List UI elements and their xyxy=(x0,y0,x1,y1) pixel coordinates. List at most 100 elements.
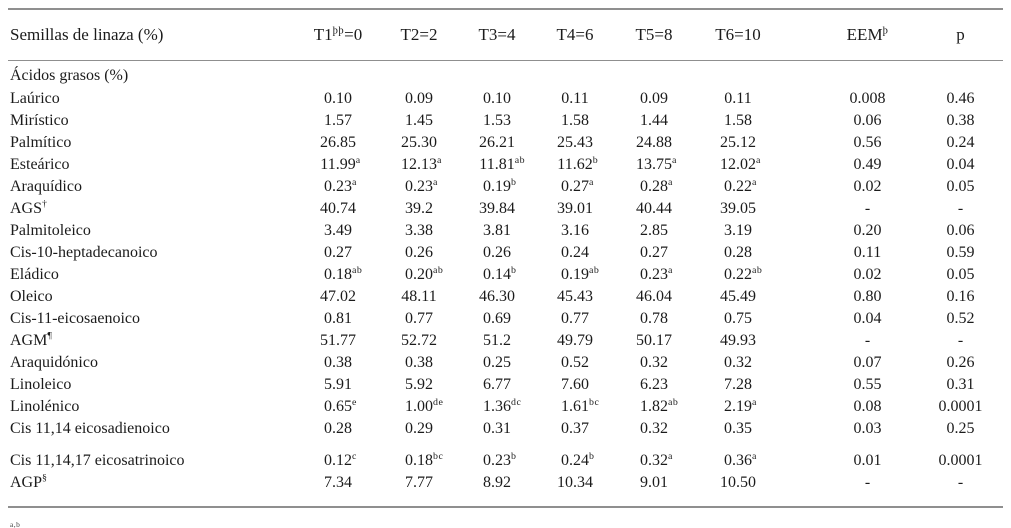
value-cell: 39.2 xyxy=(405,200,433,217)
value-cell: 0.38 xyxy=(946,112,975,129)
value-cell: 11.62b xyxy=(557,154,599,173)
value-cell: 0.32 xyxy=(640,354,668,371)
section-row: Ácidos grasos (%) xyxy=(8,61,1003,89)
value-cell: 0.05 xyxy=(946,266,975,283)
table-row: Araquidónico 0.38 0.38 0.25 0.52 0.32 0.32 0.07… xyxy=(8,352,1003,374)
value-cell: 1.36dc xyxy=(483,396,522,415)
value-cell: 0.11 xyxy=(853,244,882,261)
value-cell: 40.74 xyxy=(320,200,356,217)
value-cell: 2.19a xyxy=(724,396,757,415)
value-cell: 0.20ab xyxy=(405,264,444,283)
value-cell: 0.25 xyxy=(946,420,975,437)
row-footnote-mark: † xyxy=(42,198,48,210)
value-cell: 0.16 xyxy=(946,288,975,305)
value-cell: 3.81 xyxy=(483,222,511,239)
value-cell: 7.77 xyxy=(405,474,433,491)
row-label: Mirístico xyxy=(10,112,69,129)
value-cell: 0.12c xyxy=(324,450,357,469)
value-cell: 46.30 xyxy=(479,288,515,305)
value-cell: 0.35 xyxy=(724,420,752,437)
value-cell: 0.75 xyxy=(724,310,752,327)
value-cell: 0.27 xyxy=(324,244,352,261)
value-cell: 1.45 xyxy=(405,112,433,129)
section-label: Ácidos grasos (%) xyxy=(10,67,129,84)
column-header-t5: T5=8 xyxy=(614,9,694,61)
value-cell: 0.10 xyxy=(483,90,511,107)
value-cell: 0.07 xyxy=(853,354,882,371)
value-cell: - xyxy=(957,200,964,217)
row-footnote-mark: § xyxy=(42,472,48,484)
row-footnote-mark: ¶ xyxy=(47,330,53,342)
value-cell: 26.21 xyxy=(479,134,515,151)
row-label: Cis-11-eicosaenoico xyxy=(10,310,141,327)
table-row: Cis-10-heptadecanoico 0.27 0.26 0.26 0.24 0.2… xyxy=(8,242,1003,264)
value-cell: 0.02 xyxy=(853,178,882,195)
footnote-marks: a,b xyxy=(10,521,21,528)
table-row: Linolénico 0.65e 1.00de 1.36dc 1.61bc 1.82ab 2… xyxy=(8,396,1003,418)
value-cell: 39.01 xyxy=(557,200,593,217)
value-cell: 46.04 xyxy=(636,288,672,305)
table-row: Cis-11-eicosaenoico 0.81 0.77 0.69 0.77 0.78 0… xyxy=(8,308,1003,330)
value-cell: 24.88 xyxy=(636,134,672,151)
value-cell: 13.75a xyxy=(636,154,677,173)
value-cell: 0.32a xyxy=(640,450,673,469)
value-cell: 0.27a xyxy=(561,176,594,195)
row-label: Cis 11,14,17 eicosatrinoico xyxy=(10,452,185,469)
value-cell: 0.14b xyxy=(483,264,517,283)
value-cell: 0.80 xyxy=(853,288,882,305)
value-cell: 0.38 xyxy=(405,354,433,371)
value-cell: 1.61bc xyxy=(561,396,600,415)
row-label: Linoleico xyxy=(10,376,72,393)
value-cell: 0.04 xyxy=(853,310,882,327)
value-cell: 5.91 xyxy=(324,376,352,393)
value-cell: 0.37 xyxy=(561,420,589,437)
value-cell: 1.44 xyxy=(640,112,668,129)
table-body: Ácidos grasos (%) Laúrico 0.10 0.09 0.10 0.1… xyxy=(8,61,1003,507)
value-cell: 0.24 xyxy=(561,244,589,261)
value-cell: 45.49 xyxy=(720,288,756,305)
value-cell: 0.02 xyxy=(853,266,882,283)
row-label: Oleico xyxy=(10,288,53,305)
row-label: Esteárico xyxy=(10,156,70,173)
value-cell: 0.26 xyxy=(483,244,511,261)
table-row: Linoleico 5.91 5.92 6.77 7.60 6.23 7.28 0.55 0.3… xyxy=(8,374,1003,396)
value-cell: 1.82ab xyxy=(640,396,679,415)
value-cell: 0.24b xyxy=(561,450,595,469)
column-header-p: p xyxy=(918,9,1003,61)
row-label: Linolénico xyxy=(10,398,80,415)
value-cell: - xyxy=(864,332,871,349)
value-cell: 0.46 xyxy=(946,90,975,107)
value-cell: 8.92 xyxy=(483,474,511,491)
value-cell: 0.23a xyxy=(405,176,438,195)
value-cell: 25.43 xyxy=(557,134,593,151)
value-cell: 40.44 xyxy=(636,200,672,217)
value-cell: 1.53 xyxy=(483,112,511,129)
value-cell: 12.02a xyxy=(720,154,761,173)
header-footnote-mark: þ xyxy=(882,25,889,37)
value-cell: 0.25 xyxy=(483,354,511,371)
table-row: Laúrico 0.10 0.09 0.10 0.11 0.09 0.11 0.008 0.46 xyxy=(8,88,1003,110)
value-cell: 0.77 xyxy=(561,310,589,327)
value-cell: 0.29 xyxy=(405,420,433,437)
value-cell: 47.02 xyxy=(320,288,356,305)
table-row: Cis 11,14 eicosadienoico 0.28 0.29 0.31 0.37… xyxy=(8,418,1003,440)
value-cell: 0.69 xyxy=(483,310,511,327)
value-cell: 2.85 xyxy=(640,222,668,239)
value-cell: 0.06 xyxy=(946,222,975,239)
value-cell: 0.20 xyxy=(853,222,882,239)
row-label: Eládico xyxy=(10,266,59,283)
row-label: AGS† xyxy=(10,198,48,217)
value-cell: 0.81 xyxy=(324,310,352,327)
table-row: Mirístico 1.57 1.45 1.53 1.58 1.44 1.58 0.06 0.3… xyxy=(8,110,1003,132)
value-cell: 0.28 xyxy=(324,420,352,437)
fatty-acid-table: Semillas de linaza (%) T1þþ=0 T2=2 T3=4 T4=… xyxy=(8,8,1003,508)
value-cell: 11.81ab xyxy=(479,154,526,173)
value-cell: 0.23b xyxy=(483,450,517,469)
value-cell: 0.27 xyxy=(640,244,668,261)
value-cell: 0.0001 xyxy=(938,452,983,469)
header-row: Semillas de linaza (%) T1þþ=0 T2=2 T3=4 T4=… xyxy=(8,9,1003,61)
value-cell: 10.34 xyxy=(557,474,593,491)
row-label: Araquidónico xyxy=(10,354,98,371)
value-cell: 39.84 xyxy=(479,200,515,217)
column-header-t4: T4=6 xyxy=(536,9,614,61)
